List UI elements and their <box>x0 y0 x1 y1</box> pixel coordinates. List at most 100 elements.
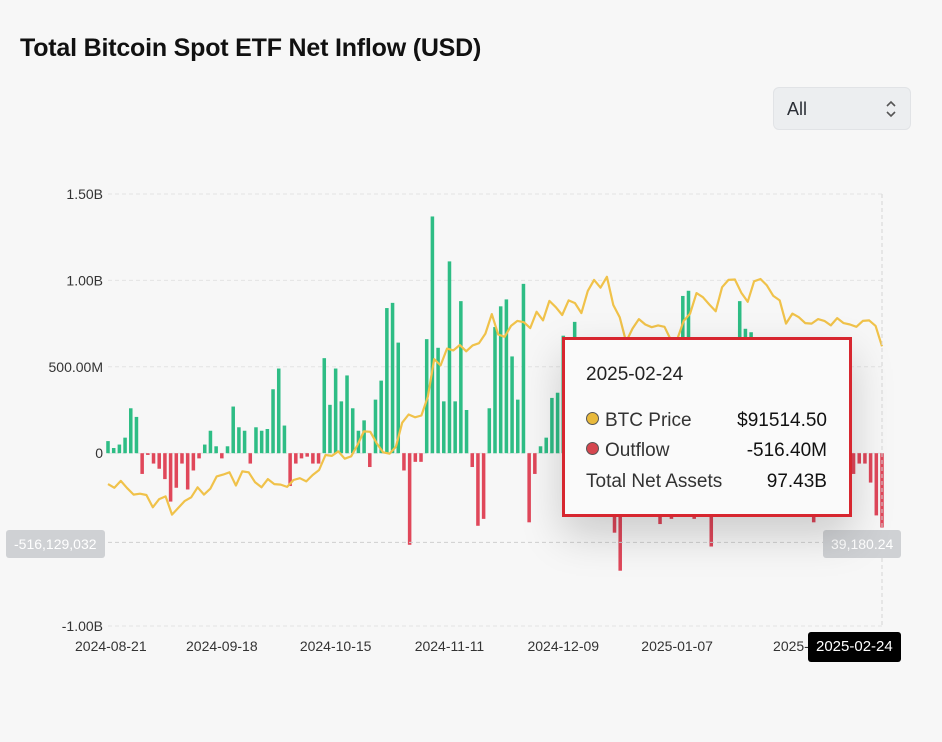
crosshair-x-label: 2025-02-24 <box>808 632 901 662</box>
flow-bar <box>390 302 395 454</box>
flow-bar <box>220 453 224 459</box>
flow-bar <box>282 425 287 454</box>
flow-bar <box>368 453 372 468</box>
flow-bar <box>316 453 321 464</box>
flow-bar <box>464 410 469 454</box>
flow-bar <box>373 399 378 454</box>
x-tick-label: 2025- <box>773 638 809 654</box>
flow-bar <box>379 380 383 454</box>
flow-bar <box>538 446 543 454</box>
flow-bar <box>299 453 304 459</box>
flow-bar <box>248 453 253 464</box>
flow-bar <box>237 427 241 454</box>
flow-bar <box>476 453 480 526</box>
flow-bar <box>413 453 418 462</box>
time-range-select[interactable]: All <box>773 87 911 130</box>
flow-bar <box>231 406 235 454</box>
flow-bar <box>868 453 873 483</box>
price-line-series <box>107 275 884 516</box>
flow-bar <box>305 453 309 457</box>
flow-bar <box>129 408 133 454</box>
flow-bar <box>168 453 173 502</box>
flow-bar <box>322 358 327 454</box>
btc-price-line <box>107 275 884 516</box>
y-tick-label: 1.50B <box>66 186 103 202</box>
flow-bar <box>134 416 139 454</box>
flow-bar <box>481 453 486 519</box>
flow-bar <box>208 430 213 454</box>
tooltip-row-flow: Outflow -516.40M <box>586 440 827 464</box>
flow-bar <box>117 444 122 454</box>
flow-bar <box>157 453 161 469</box>
x-tick-label: 2024-10-15 <box>300 638 372 654</box>
flow-bar <box>874 453 879 516</box>
tooltip-flow-value: -516.40M <box>746 440 827 461</box>
price-legend-dot <box>586 412 599 425</box>
flow-bar <box>333 368 338 454</box>
flow-bar <box>385 308 389 454</box>
flow-bar <box>311 453 315 464</box>
chart-tooltip: 2025-02-24 BTC Price $91514.50 Outflow -… <box>562 337 852 517</box>
flow-bar <box>516 399 520 454</box>
flow-bar <box>123 437 127 454</box>
flow-bar <box>163 453 167 480</box>
y-tick-label: 1.00B <box>66 272 103 288</box>
flow-bar <box>339 401 344 454</box>
crosshair-y-label-right: 39,180.24 <box>823 530 902 558</box>
tooltip-assets-label: Total Net Assets <box>586 471 723 492</box>
tooltip-date: 2025-02-24 <box>586 364 684 385</box>
flow-bar <box>487 408 492 454</box>
flow-bar <box>550 397 554 454</box>
flow-bar <box>863 453 867 464</box>
flow-bar <box>544 437 548 454</box>
crosshair-y-label-left: -516,129,032 <box>6 530 105 558</box>
flow-bar <box>271 389 275 454</box>
flow-bar <box>350 408 355 454</box>
y-tick-label: 0 <box>95 445 103 461</box>
flow-bar <box>328 404 332 454</box>
flow-bar <box>396 342 401 454</box>
flow-bar <box>555 392 560 454</box>
flow-bar <box>140 453 144 474</box>
flow-bar <box>254 427 258 454</box>
flow-bar <box>288 453 292 487</box>
time-range-value: All <box>787 99 808 119</box>
flow-bar <box>533 453 537 474</box>
flow-bar <box>857 453 861 464</box>
flow-bar <box>470 453 474 468</box>
x-axis: 2024-08-21 2024-09-18 2024-10-15 2024-11-11… <box>75 638 809 654</box>
flow-bar <box>407 453 412 545</box>
tooltip-price-value: $91514.50 <box>737 410 827 431</box>
flow-bar <box>225 446 230 454</box>
flow-bar <box>459 301 463 454</box>
flow-bar <box>442 401 446 454</box>
flow-bar <box>504 299 509 454</box>
x-tick-label: 2024-12-09 <box>527 638 599 654</box>
tooltip-price-label: BTC Price <box>605 410 692 431</box>
x-tick-label: 2025-01-07 <box>641 638 713 654</box>
flow-bar <box>259 430 264 454</box>
flow-bar <box>106 441 110 454</box>
page-title: Total Bitcoin Spot ETF Net Inflow (USD) <box>20 34 482 62</box>
flow-bar <box>851 453 856 474</box>
flow-bar <box>265 429 270 454</box>
flow-bar <box>498 306 503 454</box>
flow-bar <box>345 375 349 454</box>
flow-bar <box>424 339 429 454</box>
flow-bar <box>436 347 440 454</box>
flow-bar <box>180 453 184 464</box>
tooltip-row-price: BTC Price $91514.50 <box>586 410 827 434</box>
flow-bar <box>111 448 116 454</box>
x-tick-label: 2024-08-21 <box>75 638 147 654</box>
flow-bar <box>510 356 514 454</box>
flow-bar <box>202 444 207 454</box>
flow-bar <box>197 453 201 459</box>
tooltip-assets-value: 97.43B <box>766 471 827 492</box>
flow-bar <box>493 327 497 454</box>
flow-bar <box>214 446 218 454</box>
flow-bar <box>453 401 457 454</box>
flow-bar <box>419 453 423 462</box>
flow-bar <box>151 453 156 464</box>
flow-bar <box>276 368 281 454</box>
up-down-chevron-icon <box>886 100 896 118</box>
